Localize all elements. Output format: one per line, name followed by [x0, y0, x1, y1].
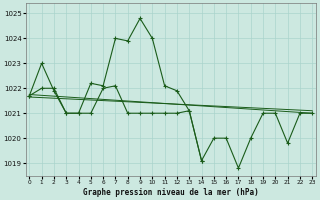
X-axis label: Graphe pression niveau de la mer (hPa): Graphe pression niveau de la mer (hPa) — [83, 188, 259, 197]
